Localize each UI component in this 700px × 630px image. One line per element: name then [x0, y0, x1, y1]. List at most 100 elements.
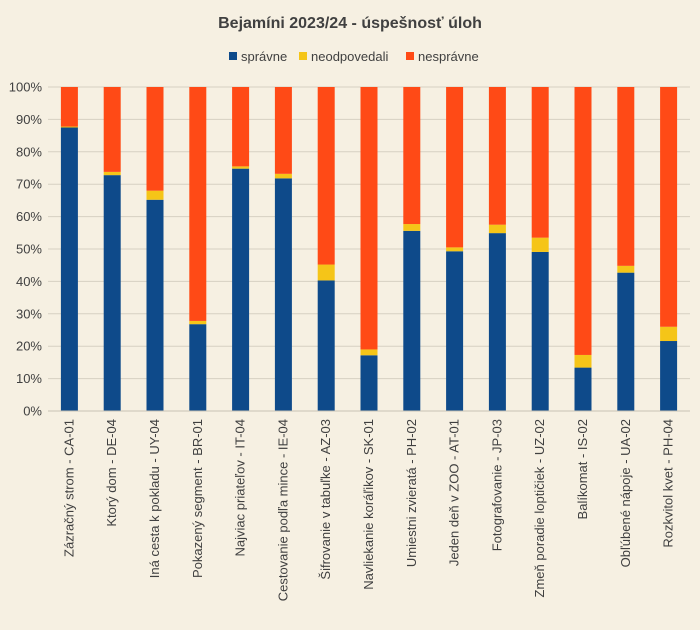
bar-segment-neodpovedali: [103, 171, 121, 176]
bar-segment-nespravne: [189, 87, 207, 321]
bar-group: [660, 87, 678, 411]
bar-segment-neodpovedali: [232, 166, 250, 169]
bar-segment-neodpovedali: [274, 173, 292, 179]
y-tick-label: 60%: [16, 209, 42, 224]
bar-segment-nespravne: [274, 87, 292, 174]
y-tick-label: 40%: [16, 274, 42, 289]
bar-segment-nespravne: [360, 87, 378, 350]
x-category-label: Iná cesta k pokladu - UY-04: [147, 419, 162, 578]
y-tick-label: 10%: [16, 371, 42, 386]
bar-group: [488, 87, 506, 411]
bar-segment-neodpovedali: [531, 237, 549, 252]
bar-group: [617, 87, 635, 411]
bar-segment-nespravne: [146, 87, 164, 191]
bar-segment-neodpovedali: [617, 265, 635, 273]
bar-segment-neodpovedali: [660, 326, 678, 342]
bar-segment-neodpovedali: [488, 224, 506, 234]
bar-segment-spravne: [660, 341, 678, 411]
bar-segment-nespravne: [103, 87, 121, 172]
bar-segment-neodpovedali: [574, 354, 592, 368]
bar-group: [574, 87, 592, 411]
bar-segment-spravne: [574, 367, 592, 411]
legend-label-neodpovedali: neodpovedali: [311, 49, 388, 64]
bar-segment-neodpovedali: [403, 224, 421, 231]
bar-segment-nespravne: [488, 87, 506, 225]
bar-group: [274, 87, 292, 411]
bar-group: [103, 87, 121, 411]
bar-segment-neodpovedali: [189, 320, 207, 325]
chart-title: Bejamíni 2023/24 - úspešnosť úloh: [218, 15, 482, 32]
legend-label-nespravne: nesprávne: [418, 49, 479, 64]
legend-item-neodpovedali: neodpovedali: [299, 49, 388, 64]
legend-item-nespravne: nesprávne: [406, 49, 479, 64]
bar-segment-spravne: [103, 175, 121, 411]
bar-segment-neodpovedali: [446, 247, 464, 252]
bar-segment-spravne: [403, 230, 421, 411]
bar-segment-neodpovedali: [146, 190, 164, 200]
x-category-label: Zázračný strom - CA-01: [61, 419, 76, 557]
bar-segment-neodpovedali: [360, 349, 378, 356]
y-tick-label: 80%: [16, 144, 42, 159]
x-category-label: Zmeň poradie loptičiek - UZ-02: [532, 419, 547, 597]
bar-segment-nespravne: [660, 87, 678, 327]
x-axis-labels: Zázračný strom - CA-01 Ktorý dom - DE-04 I…: [61, 419, 675, 601]
bar-segment-nespravne: [317, 87, 335, 265]
bar-segment-spravne: [617, 272, 635, 411]
x-category-label: Navliekanie koráľikov - SK-01: [361, 419, 376, 590]
bar-group: [189, 87, 207, 411]
x-category-label: Fotografovanie - JP-03: [489, 419, 504, 551]
x-category-label: Obľúbené nápoje - UA-02: [618, 419, 633, 567]
bar-segment-spravne: [488, 233, 506, 411]
bar-group: [60, 87, 78, 411]
bar-segment-neodpovedali: [317, 264, 335, 281]
x-category-label: Šifrovanie v tabuľke - AZ-03: [318, 419, 333, 580]
y-tick-label: 50%: [16, 242, 42, 257]
bar-group: [232, 87, 250, 411]
bar-segment-spravne: [274, 178, 292, 411]
y-tick-label: 90%: [16, 112, 42, 127]
bar-segment-nespravne: [617, 87, 635, 266]
y-tick-label: 0%: [23, 404, 42, 419]
bar-group: [317, 87, 335, 411]
bar-segment-spravne: [189, 324, 207, 411]
bar-segment-nespravne: [574, 87, 592, 355]
bar-segment-spravne: [531, 251, 549, 411]
legend: správne neodpovedali nesprávne: [229, 49, 479, 64]
bar-group: [360, 87, 378, 411]
y-tick-label: 30%: [16, 306, 42, 321]
bar-segment-spravne: [232, 168, 250, 411]
bars: [60, 87, 678, 411]
bar-segment-nespravne: [531, 87, 549, 238]
bar-group: [446, 87, 464, 411]
bar-segment-nespravne: [403, 87, 421, 225]
bar-group: [531, 87, 549, 411]
bar-group: [146, 87, 164, 411]
bar-segment-nespravne: [446, 87, 464, 248]
x-category-label: Ktorý dom - DE-04: [104, 419, 119, 527]
legend-label-spravne: správne: [241, 49, 287, 64]
bar-segment-nespravne: [60, 87, 78, 127]
bar-segment-spravne: [146, 199, 164, 411]
y-axis-ticks: 0% 10% 20% 30% 40% 50% 60% 70% 80% 90% 100%: [9, 80, 43, 419]
y-tick-label: 100%: [9, 80, 43, 95]
bar-segment-nespravne: [232, 87, 250, 167]
bar-segment-spravne: [360, 355, 378, 411]
x-category-label: Jeden deň v ZOO - AT-01: [447, 419, 462, 566]
x-category-label: Balíkomat - IS-02: [575, 419, 590, 519]
legend-swatch-nespravne: [406, 52, 414, 60]
x-category-label: Umiestni zvieratá - PH-02: [404, 419, 419, 567]
legend-swatch-neodpovedali: [299, 52, 307, 60]
bar-segment-neodpovedali: [60, 126, 78, 128]
bar-segment-spravne: [317, 280, 335, 411]
bar-group: [403, 87, 421, 411]
legend-item-spravne: správne: [229, 49, 287, 64]
legend-swatch-spravne: [229, 52, 237, 60]
bar-segment-spravne: [60, 127, 78, 411]
x-category-label: Rozkvitol kvet - PH-04: [661, 419, 676, 548]
y-tick-label: 70%: [16, 177, 42, 192]
x-category-label: Cestovanie podľa mince - IE-04: [275, 419, 290, 601]
x-category-label: Najviac priateľov - IT-04: [233, 419, 248, 556]
x-category-label: Pokazený segment - BR-01: [190, 419, 205, 578]
